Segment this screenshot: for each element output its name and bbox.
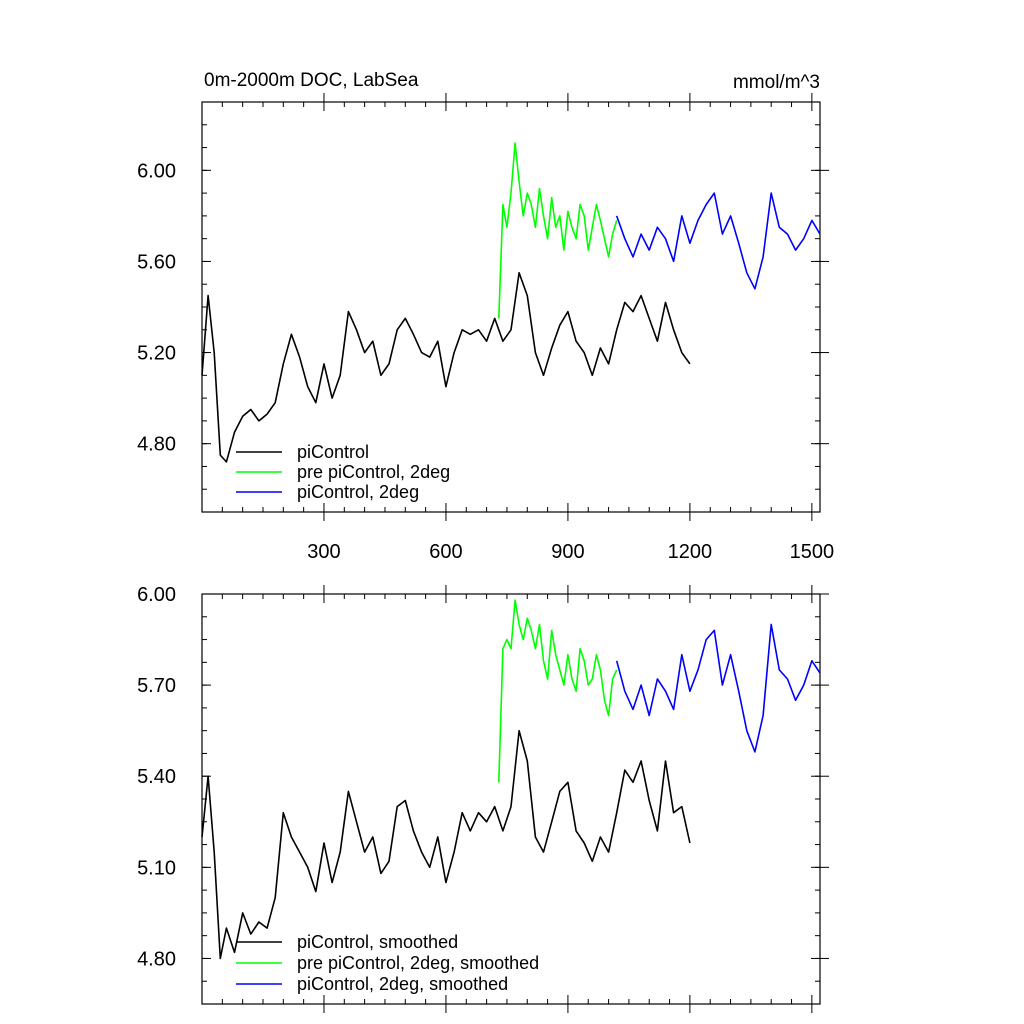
chart-title: 0m-2000m DOC, LabSea (204, 70, 419, 91)
y-tick-label: 4.80 (137, 948, 176, 970)
legend-label: pre piControl, 2deg, smoothed (297, 953, 539, 973)
series-line (498, 142, 618, 319)
x-tick-label: 1200 (668, 541, 713, 563)
series-line (498, 599, 618, 783)
series-line (201, 729, 691, 960)
series-group (201, 142, 821, 463)
y-tick-label: 5.40 (137, 766, 176, 788)
y-tick-label: 6.00 (137, 160, 176, 182)
legend-label: piControl (297, 442, 369, 462)
series-group (201, 599, 821, 960)
legend-label: piControl, 2deg (297, 482, 419, 502)
legend-label: pre piControl, 2deg (297, 462, 450, 482)
axis-ticks: 300 600 900 1200 1500 4.80 5.20 5.60 6.00 (137, 93, 834, 563)
plot-frame (201, 593, 821, 1005)
units-label: mmol/m^3 (733, 72, 820, 93)
y-tick-label: 5.10 (137, 857, 176, 879)
series-line (201, 271, 691, 463)
panel-top: 0m-2000m DOC, LabSea mmol/m^3 300 600 900 1… (137, 70, 834, 563)
x-tick-label: 1500 (790, 541, 835, 563)
legend-label: piControl, smoothed (297, 932, 458, 952)
x-tick-label: 600 (429, 541, 462, 563)
y-tick-label: 4.80 (137, 434, 176, 456)
y-tick-label: 5.70 (137, 675, 176, 697)
series-line (615, 192, 821, 290)
plot-frame (201, 101, 821, 513)
y-tick-label: 5.60 (137, 251, 176, 273)
legend-label: piControl, 2deg, smoothed (297, 974, 508, 994)
axis-ticks: 4.80 5.10 5.40 5.70 6.00 (137, 584, 829, 1013)
series-line (615, 623, 821, 753)
x-tick-label: 300 (307, 541, 340, 563)
y-tick-label: 6.00 (137, 584, 176, 606)
x-tick-label: 900 (551, 541, 584, 563)
y-tick-label: 5.20 (137, 343, 176, 365)
panel-bottom: 4.80 5.10 5.40 5.70 6.00 piControl, smoothed… (137, 584, 829, 1013)
